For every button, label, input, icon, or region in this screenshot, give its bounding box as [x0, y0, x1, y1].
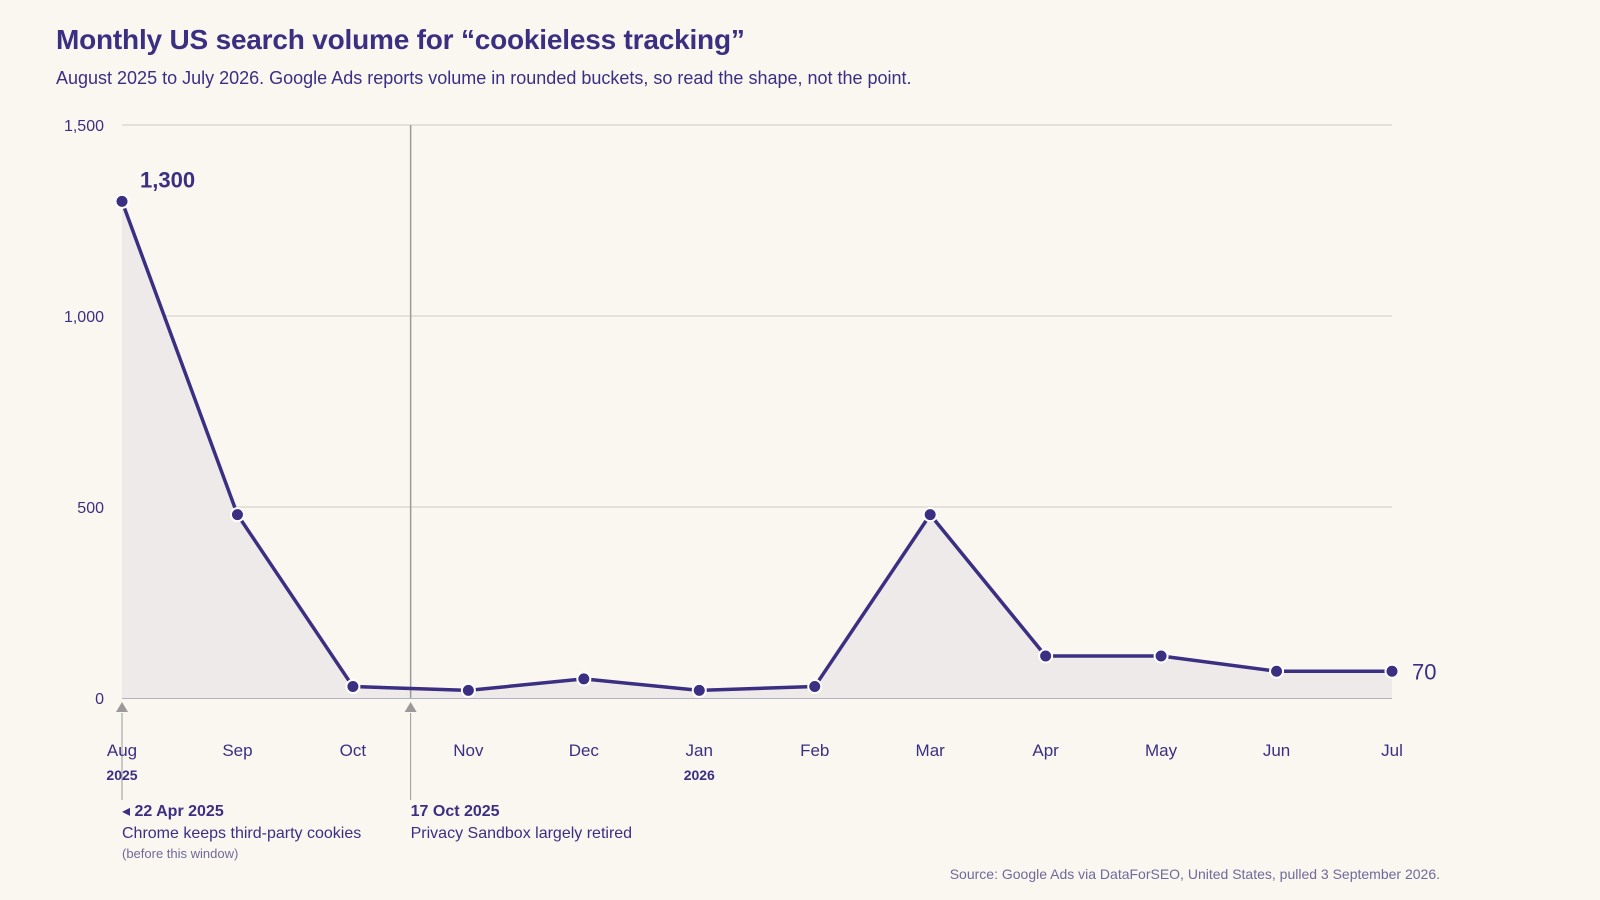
data-point	[922, 507, 938, 523]
x-tick-label: Nov	[453, 741, 484, 760]
x-tick-label: Apr	[1032, 741, 1059, 760]
data-point-layer	[114, 193, 1400, 698]
x-tick-label: Jul	[1381, 741, 1403, 760]
x-year-label: 2026	[684, 767, 715, 783]
series-line-layer	[120, 199, 1394, 693]
y-tick-label: 1,000	[64, 309, 104, 326]
data-point	[229, 507, 245, 523]
data-point	[345, 679, 361, 695]
x-tick-label: May	[1145, 741, 1178, 760]
annotation-marker	[116, 702, 128, 712]
annotation-text: Chrome keeps third-party cookies	[122, 825, 361, 842]
x-tick-label: Aug	[107, 741, 137, 760]
x-year-label: 2025	[106, 767, 137, 783]
chart-title: Monthly US search volume for “cookieless…	[56, 24, 745, 55]
label-layer: 0 500 1,000 1,500 ◂ 22 Apr 2025 Chrome keeps …	[64, 118, 1437, 861]
data-point	[460, 682, 476, 698]
x-tick-label: Jun	[1263, 741, 1290, 760]
data-point	[576, 671, 592, 687]
data-point	[1038, 648, 1054, 664]
chart-subtitle: August 2025 to July 2026. Google Ads rep…	[56, 68, 912, 88]
series-line	[120, 199, 1394, 693]
annotation-note: (before this window)	[122, 846, 238, 861]
series-area	[122, 201, 1392, 698]
source-note: Source: Google Ads via DataForSEO, Unite…	[949, 866, 1440, 882]
data-point	[1384, 663, 1400, 679]
annotation-text: Privacy Sandbox largely retired	[411, 825, 632, 842]
data-point	[1153, 648, 1169, 664]
data-value-label: 70	[1412, 659, 1436, 684]
x-tick-label: Dec	[569, 741, 600, 760]
area-layer	[122, 201, 1392, 698]
data-point	[807, 679, 823, 695]
data-value-label: 1,300	[140, 167, 195, 192]
data-point	[1269, 663, 1285, 679]
x-tick-label: Oct	[340, 741, 367, 760]
annotation-marker	[404, 702, 417, 712]
data-point	[691, 682, 707, 698]
grid-layer	[122, 124, 1392, 699]
annotation-date: 17 Oct 2025	[411, 803, 500, 820]
x-tick-label: Feb	[800, 741, 829, 760]
x-tick-label: Mar	[916, 741, 946, 760]
y-tick-label: 0	[95, 691, 104, 708]
data-point	[114, 193, 130, 209]
x-tick-label: Jan	[686, 741, 713, 760]
y-tick-label: 1,500	[64, 118, 104, 135]
x-tick-label: Sep	[222, 741, 252, 760]
y-tick-label: 500	[77, 500, 104, 517]
annotation-date: ◂ 22 Apr 2025	[122, 803, 224, 820]
